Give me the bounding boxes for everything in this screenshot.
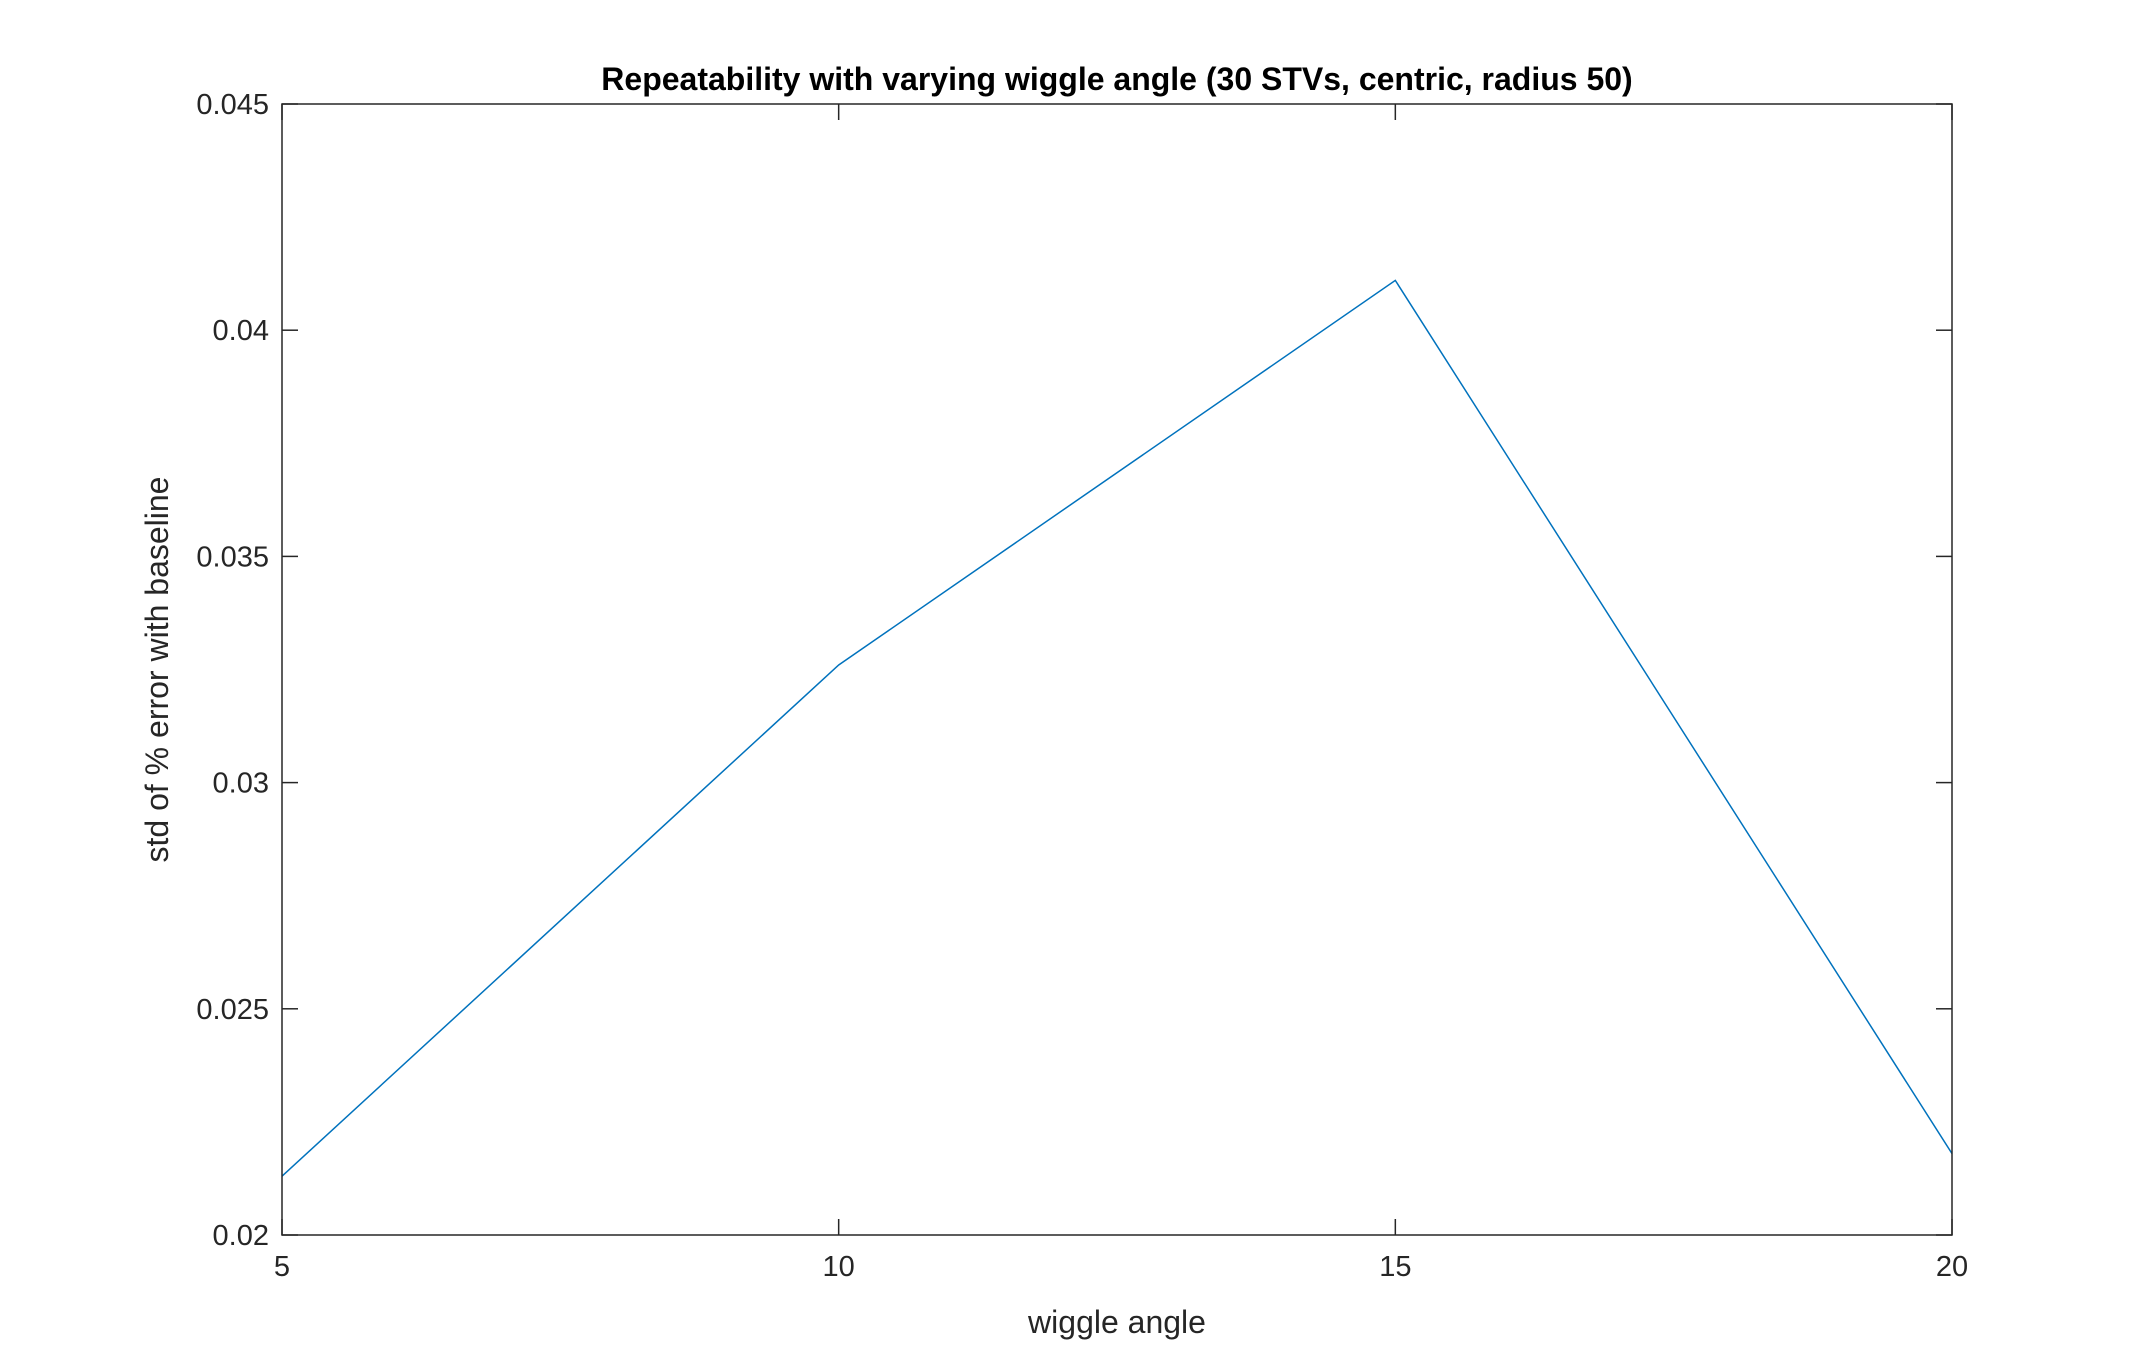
axes-box bbox=[281, 103, 1953, 1236]
x-tick-label: 15 bbox=[1379, 1251, 1411, 1283]
y-tick-label: 0.02 bbox=[213, 1220, 269, 1252]
x-axis-label: wiggle angle bbox=[1027, 1304, 1206, 1340]
x-tick-label: 10 bbox=[823, 1251, 855, 1283]
y-tick-label: 0.025 bbox=[196, 994, 269, 1026]
y-tick-label: 0.035 bbox=[196, 541, 269, 573]
x-tick-label: 20 bbox=[1936, 1251, 1968, 1283]
y-tick-label: 0.045 bbox=[196, 89, 269, 121]
plot-area bbox=[282, 104, 1952, 1235]
axis-tick-labels: 5 10 15 20 0.02 0.025 0.03 0.035 0.04 0.045 bbox=[196, 89, 1968, 1283]
y-tick-label: 0.03 bbox=[213, 768, 269, 800]
series-line bbox=[281, 279, 1953, 1177]
chart-title: Repeatability with varying wiggle angle … bbox=[601, 61, 1632, 97]
x-tick-label: 5 bbox=[274, 1251, 290, 1283]
series-group bbox=[281, 279, 1953, 1177]
y-axis-label: std of % error with baseline bbox=[139, 477, 175, 863]
y-tick-label: 0.04 bbox=[213, 315, 269, 347]
